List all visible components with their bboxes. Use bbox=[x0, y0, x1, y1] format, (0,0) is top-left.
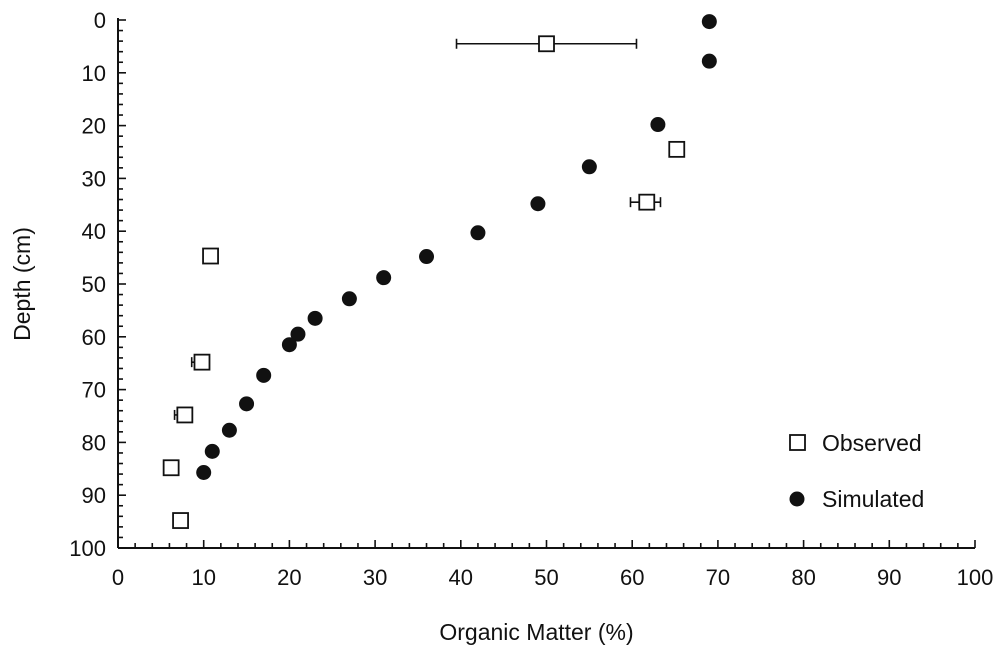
legend-simulated-marker bbox=[789, 491, 805, 507]
x-tick-label: 20 bbox=[277, 565, 301, 590]
y-tick-label: 50 bbox=[82, 272, 106, 297]
x-tick-label: 90 bbox=[877, 565, 901, 590]
y-tick-label: 40 bbox=[82, 219, 106, 244]
simulated-point bbox=[239, 396, 255, 412]
x-tick-label: 0 bbox=[112, 565, 124, 590]
x-tick-label: 30 bbox=[363, 565, 387, 590]
observed-point bbox=[202, 247, 219, 265]
simulated-point bbox=[204, 443, 220, 459]
x-axis-label: Organic Matter (%) bbox=[439, 619, 633, 645]
y-tick-label: 10 bbox=[82, 61, 106, 86]
simulated-point bbox=[307, 310, 323, 326]
y-tick-label: 30 bbox=[82, 166, 106, 191]
legend: Observed Simulated bbox=[789, 430, 924, 512]
x-tick-label: 50 bbox=[534, 565, 558, 590]
x-tick-label: 40 bbox=[449, 565, 473, 590]
x-tick-label: 10 bbox=[191, 565, 215, 590]
y-axis-label: Depth (cm) bbox=[9, 227, 35, 341]
observed-point bbox=[638, 193, 656, 211]
simulated-point bbox=[701, 14, 717, 30]
simulated-point bbox=[470, 225, 486, 241]
x-tick-label: 80 bbox=[791, 565, 815, 590]
y-axis-ticks: 0 10 20 30 40 50 60 70 80 90 100 bbox=[69, 8, 126, 561]
observed-point bbox=[176, 406, 194, 424]
axes bbox=[117, 18, 975, 549]
simulated-point bbox=[701, 53, 717, 69]
x-tick-label: 70 bbox=[706, 565, 730, 590]
y-tick-label: 70 bbox=[82, 378, 106, 403]
simulated-point bbox=[290, 326, 306, 342]
observed-point bbox=[172, 512, 189, 529]
simulated-point bbox=[341, 291, 357, 307]
y-tick-label: 20 bbox=[82, 114, 106, 139]
observed-point bbox=[668, 140, 686, 158]
y-tick-label: 80 bbox=[82, 430, 106, 455]
y-tick-label: 0 bbox=[94, 8, 106, 33]
y-tick-label: 60 bbox=[82, 325, 106, 350]
legend-observed-marker bbox=[789, 434, 806, 451]
observed-point bbox=[538, 35, 555, 53]
simulated-point bbox=[256, 367, 272, 383]
simulated-point bbox=[196, 464, 212, 480]
observed-point bbox=[162, 459, 180, 477]
observed-point bbox=[193, 353, 211, 371]
simulated-point bbox=[581, 159, 597, 175]
y-tick-label: 90 bbox=[82, 483, 106, 508]
simulated-point bbox=[376, 270, 392, 286]
legend-observed-label: Observed bbox=[822, 430, 922, 456]
x-tick-label: 60 bbox=[620, 565, 644, 590]
x-tick-label: 100 bbox=[957, 565, 994, 590]
simulated-point bbox=[419, 249, 435, 265]
simulated-point bbox=[530, 196, 546, 212]
simulated-point bbox=[281, 337, 297, 353]
simulated-point bbox=[221, 422, 237, 438]
plot-area bbox=[162, 14, 717, 529]
legend-simulated-label: Simulated bbox=[822, 486, 924, 512]
x-axis-ticks: 0 10 20 30 40 50 60 70 80 90 100 bbox=[112, 540, 993, 590]
simulated-point bbox=[650, 117, 666, 133]
y-tick-label: 100 bbox=[69, 536, 106, 561]
